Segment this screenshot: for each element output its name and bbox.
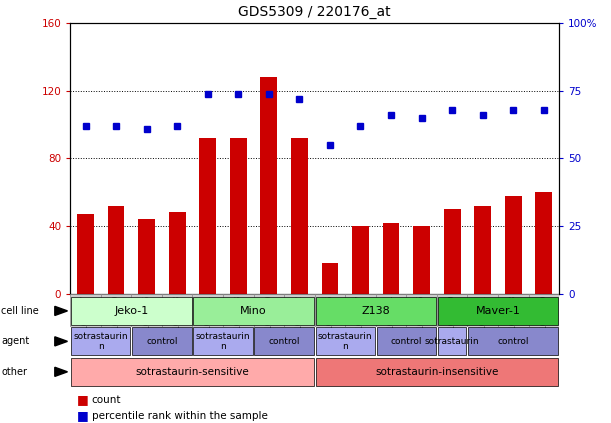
Bar <box>260 77 277 294</box>
Polygon shape <box>55 367 67 376</box>
Text: Maver-1: Maver-1 <box>475 306 521 316</box>
Text: GSM1044979: GSM1044979 <box>448 295 456 346</box>
Bar <box>77 214 94 294</box>
Text: count: count <box>92 395 121 405</box>
Bar <box>474 206 491 294</box>
Bar <box>230 138 247 294</box>
Bar <box>284 294 315 327</box>
Bar <box>376 294 406 327</box>
Bar <box>316 327 375 355</box>
Text: GSM1044971: GSM1044971 <box>203 295 212 346</box>
Text: GSM1044967: GSM1044967 <box>81 295 90 346</box>
Text: sotrastaurin
n: sotrastaurin n <box>196 332 251 351</box>
Bar <box>199 138 216 294</box>
Text: GSM1044975: GSM1044975 <box>326 295 334 346</box>
Bar <box>162 294 192 327</box>
Polygon shape <box>55 337 67 346</box>
Text: GSM1044977: GSM1044977 <box>356 295 365 346</box>
Text: sotrastaurin
n: sotrastaurin n <box>318 332 373 351</box>
Text: cell line: cell line <box>1 306 39 316</box>
Polygon shape <box>55 306 67 316</box>
Text: control: control <box>268 337 300 346</box>
Text: Mino: Mino <box>240 306 267 316</box>
Bar <box>444 209 461 294</box>
Text: GSM1044978: GSM1044978 <box>509 295 518 346</box>
Text: GSM1044981: GSM1044981 <box>478 295 487 346</box>
Bar <box>505 195 522 294</box>
Bar <box>529 294 559 327</box>
Text: ■: ■ <box>76 393 88 406</box>
Bar <box>413 226 430 294</box>
Bar <box>352 226 369 294</box>
Text: GSM1044976: GSM1044976 <box>417 295 426 346</box>
Bar <box>437 297 558 325</box>
Bar <box>254 294 284 327</box>
Text: GSM1044973: GSM1044973 <box>234 295 243 346</box>
Text: sotrastaurin: sotrastaurin <box>425 337 480 346</box>
Text: GDS5309 / 220176_at: GDS5309 / 220176_at <box>238 5 391 19</box>
Bar <box>437 327 467 355</box>
Text: other: other <box>1 367 27 377</box>
Bar <box>255 327 314 355</box>
Text: GSM1044972: GSM1044972 <box>295 295 304 346</box>
Bar <box>71 358 314 386</box>
Text: sotrastaurin
n: sotrastaurin n <box>73 332 128 351</box>
Bar <box>535 192 552 294</box>
Text: percentile rank within the sample: percentile rank within the sample <box>92 411 268 421</box>
Bar <box>131 294 162 327</box>
Bar <box>291 138 308 294</box>
Bar <box>138 219 155 294</box>
Text: GSM1044974: GSM1044974 <box>387 295 395 346</box>
Text: GSM1044980: GSM1044980 <box>540 295 548 346</box>
Text: Z138: Z138 <box>361 306 390 316</box>
Bar <box>376 327 436 355</box>
Bar <box>194 297 314 325</box>
Bar <box>382 222 400 294</box>
Bar <box>192 294 223 327</box>
Bar <box>406 294 437 327</box>
Bar <box>223 294 254 327</box>
Bar <box>169 212 186 294</box>
Text: sotrastaurin-insensitive: sotrastaurin-insensitive <box>375 367 499 377</box>
Bar <box>321 263 338 294</box>
Bar <box>469 327 558 355</box>
Text: GSM1044966: GSM1044966 <box>142 295 151 346</box>
Bar <box>71 327 131 355</box>
Bar <box>194 327 253 355</box>
Text: sotrastaurin-sensitive: sotrastaurin-sensitive <box>136 367 249 377</box>
Bar <box>498 294 529 327</box>
Bar <box>467 294 498 327</box>
Text: ■: ■ <box>76 409 88 422</box>
Bar <box>70 294 101 327</box>
Bar <box>315 294 345 327</box>
Text: control: control <box>497 337 529 346</box>
Bar <box>316 358 558 386</box>
Text: GSM1044968: GSM1044968 <box>173 295 181 346</box>
Text: GSM1044969: GSM1044969 <box>112 295 120 346</box>
Bar <box>71 297 192 325</box>
Bar <box>108 206 125 294</box>
Bar <box>101 294 131 327</box>
Text: Jeko-1: Jeko-1 <box>114 306 148 316</box>
Bar <box>345 294 376 327</box>
Text: agent: agent <box>1 336 29 346</box>
Bar <box>316 297 436 325</box>
Text: control: control <box>146 337 178 346</box>
Text: GSM1044970: GSM1044970 <box>265 295 273 346</box>
Bar <box>437 294 467 327</box>
Text: control: control <box>390 337 422 346</box>
Bar <box>132 327 192 355</box>
